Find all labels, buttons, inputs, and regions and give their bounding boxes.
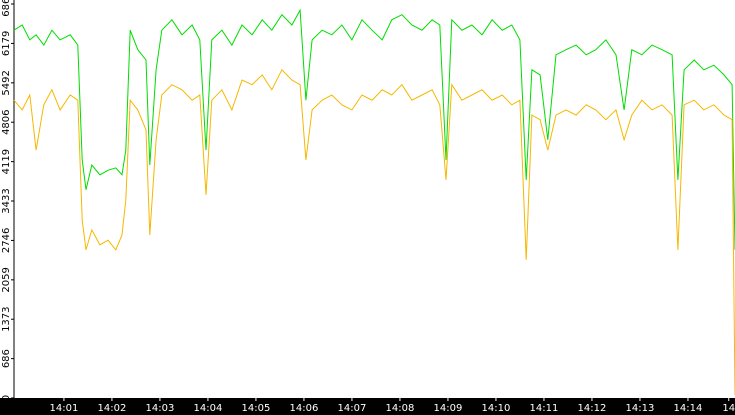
x-tick-label: 14	[722, 403, 735, 414]
y-tick-label: 6179	[1, 31, 12, 56]
y-tick-label: 6866	[1, 0, 12, 17]
series-line	[13, 8, 735, 250]
x-tick-label: 14:03	[146, 403, 175, 414]
y-tick-label: 4806	[1, 109, 12, 134]
y-tick-label: 5492	[1, 70, 12, 95]
x-tick-label: 14:06	[290, 403, 319, 414]
y-tick-label: 1373	[1, 306, 12, 331]
x-tick-label: 14:10	[482, 403, 511, 414]
y-tick-label: 2746	[1, 228, 12, 253]
x-tick-label: 14:12	[578, 403, 607, 414]
y-tick-label: 2059	[1, 267, 12, 292]
x-tick-label: 14:08	[386, 403, 415, 414]
x-tick-label: 14:11	[530, 403, 559, 414]
x-tick-label: 14:14	[674, 403, 703, 414]
x-axis-bar	[0, 398, 735, 415]
x-tick-label: 14:07	[338, 403, 367, 414]
x-tick-label: 14:09	[434, 403, 463, 414]
x-tick-label: 14:01	[50, 403, 79, 414]
y-tick-label: 0	[1, 395, 12, 401]
y-tick-label: 4119	[1, 149, 12, 174]
x-tick-label: 14:02	[98, 403, 127, 414]
series-line	[13, 68, 735, 396]
x-tick-label: 14:05	[242, 403, 271, 414]
y-tick-label: 3433	[1, 188, 12, 213]
x-tick-label: 14:04	[194, 403, 223, 414]
x-tick-label: 14:13	[626, 403, 655, 414]
y-tick-label: 686	[1, 349, 12, 368]
